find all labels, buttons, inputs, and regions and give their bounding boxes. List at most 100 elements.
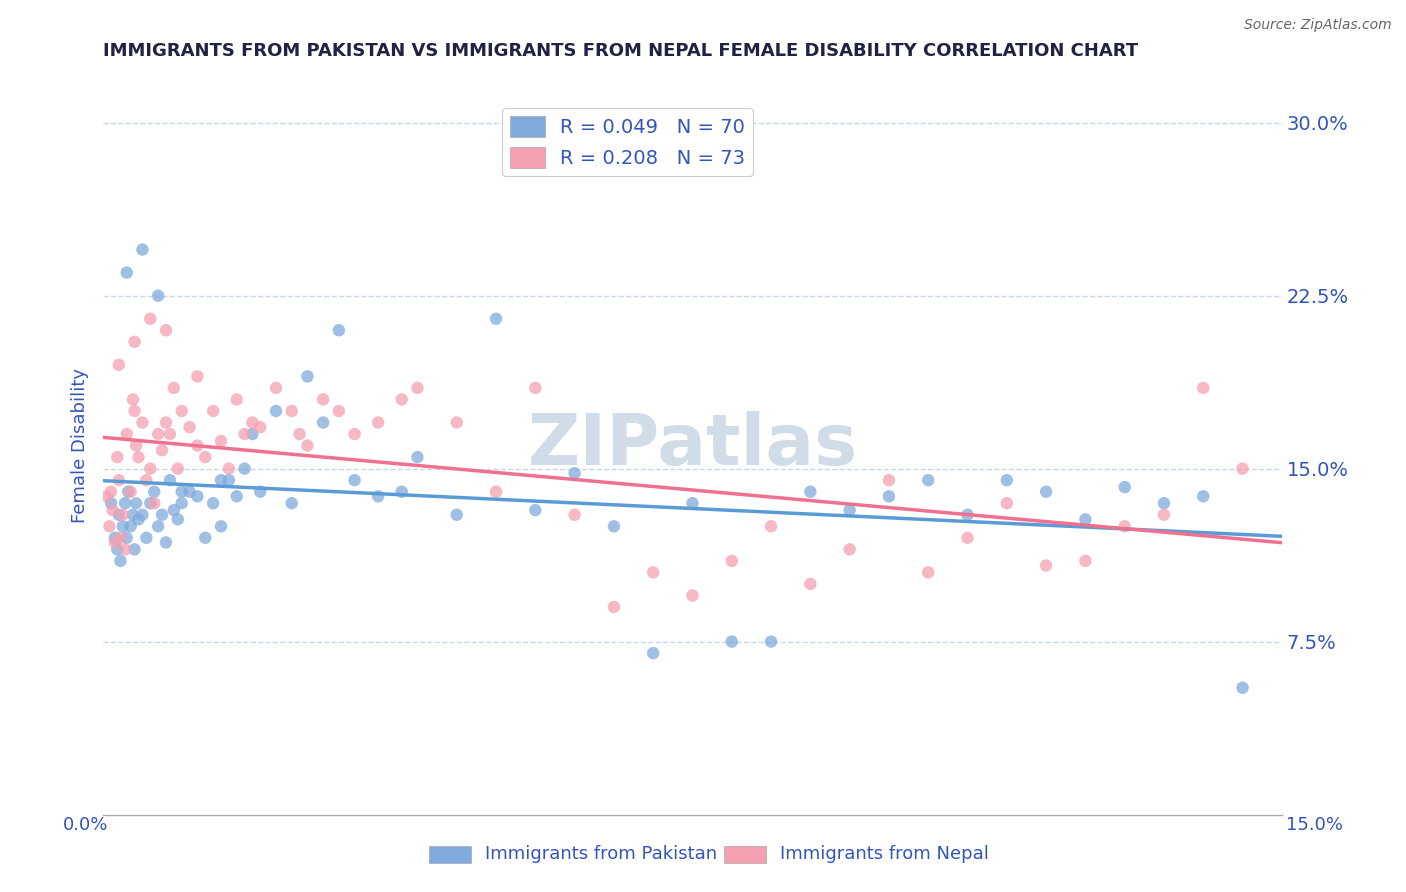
Point (131, 508, 153, 522)
Point (328, 404, 350, 418)
Point (115, 266, 138, 280)
Text: Immigrants from Nepal: Immigrants from Nepal (780, 845, 990, 863)
Point (186, 369, 208, 384)
Point (682, 496, 704, 510)
Text: 0.0%: 0.0% (63, 816, 108, 834)
Point (838, 503, 860, 517)
Point (186, 489, 208, 503)
Point (124, 542, 146, 557)
Point (264, 381, 287, 395)
Point (166, 461, 188, 475)
Point (163, 381, 186, 395)
Point (135, 473, 157, 487)
Point (125, 496, 148, 510)
Point (120, 484, 142, 499)
Point (159, 427, 181, 442)
Text: IMMIGRANTS FROM PAKISTAN VS IMMIGRANTS FROM NEPAL FEMALE DISABILITY CORRELATION : IMMIGRANTS FROM PAKISTAN VS IMMIGRANTS F… (103, 42, 1139, 60)
Point (1114, 519, 1136, 533)
Point (391, 484, 413, 499)
Point (117, 484, 139, 499)
Point (917, 566, 939, 580)
Point (143, 496, 166, 510)
Text: Source: ZipAtlas.com: Source: ZipAtlas.com (1244, 18, 1392, 32)
Point (155, 535, 177, 549)
Point (108, 358, 131, 372)
Point (127, 512, 149, 526)
Text: ZIPatlas: ZIPatlas (527, 411, 858, 480)
Point (110, 554, 132, 568)
Point (111, 519, 134, 533)
Point (115, 427, 138, 442)
Point (146, 288, 169, 302)
Point (139, 311, 162, 326)
Point (104, 535, 127, 549)
Point (995, 496, 1018, 510)
Point (485, 484, 508, 499)
Point (111, 508, 134, 522)
Point (956, 508, 979, 522)
Point (312, 416, 335, 430)
Point (242, 427, 264, 442)
Point (406, 450, 429, 464)
Point (114, 496, 136, 510)
Point (104, 531, 127, 545)
Point (209, 473, 232, 487)
Point (643, 646, 665, 660)
Point (1192, 489, 1215, 503)
Point (564, 508, 586, 522)
Text: Immigrants from Pakistan: Immigrants from Pakistan (485, 845, 717, 863)
Point (406, 381, 429, 395)
Point (1192, 381, 1215, 395)
Point (343, 427, 366, 442)
Point (1074, 554, 1097, 568)
Point (1074, 512, 1097, 526)
Point (877, 473, 900, 487)
Point (799, 484, 821, 499)
Point (100, 484, 122, 499)
Point (150, 443, 173, 458)
Point (159, 473, 181, 487)
Point (312, 392, 335, 407)
Point (242, 416, 264, 430)
Point (995, 473, 1018, 487)
Point (1232, 461, 1254, 475)
Point (956, 531, 979, 545)
Point (367, 416, 389, 430)
Point (838, 542, 860, 557)
Point (225, 489, 247, 503)
Point (163, 503, 186, 517)
Point (759, 634, 782, 648)
Point (120, 519, 142, 533)
Point (143, 484, 166, 499)
Point (799, 577, 821, 591)
Point (146, 427, 169, 442)
Point (1035, 484, 1057, 499)
Point (343, 473, 366, 487)
Point (280, 404, 302, 418)
Point (125, 439, 148, 453)
Point (98, 519, 121, 533)
Point (288, 427, 311, 442)
Point (249, 420, 271, 434)
Point (114, 542, 136, 557)
Point (877, 489, 900, 503)
Point (131, 416, 153, 430)
Point (127, 450, 149, 464)
Point (96, 489, 118, 503)
Point (391, 392, 413, 407)
Point (297, 369, 319, 384)
Point (146, 519, 169, 533)
Point (202, 404, 225, 418)
Point (194, 531, 217, 545)
Point (202, 496, 225, 510)
Point (150, 508, 173, 522)
Point (194, 450, 217, 464)
Text: 15.0%: 15.0% (1285, 816, 1343, 834)
Point (135, 531, 157, 545)
Point (564, 467, 586, 481)
Point (367, 489, 389, 503)
Y-axis label: Female Disability: Female Disability (72, 368, 89, 523)
Point (328, 323, 350, 337)
Point (139, 461, 162, 475)
Point (524, 381, 547, 395)
